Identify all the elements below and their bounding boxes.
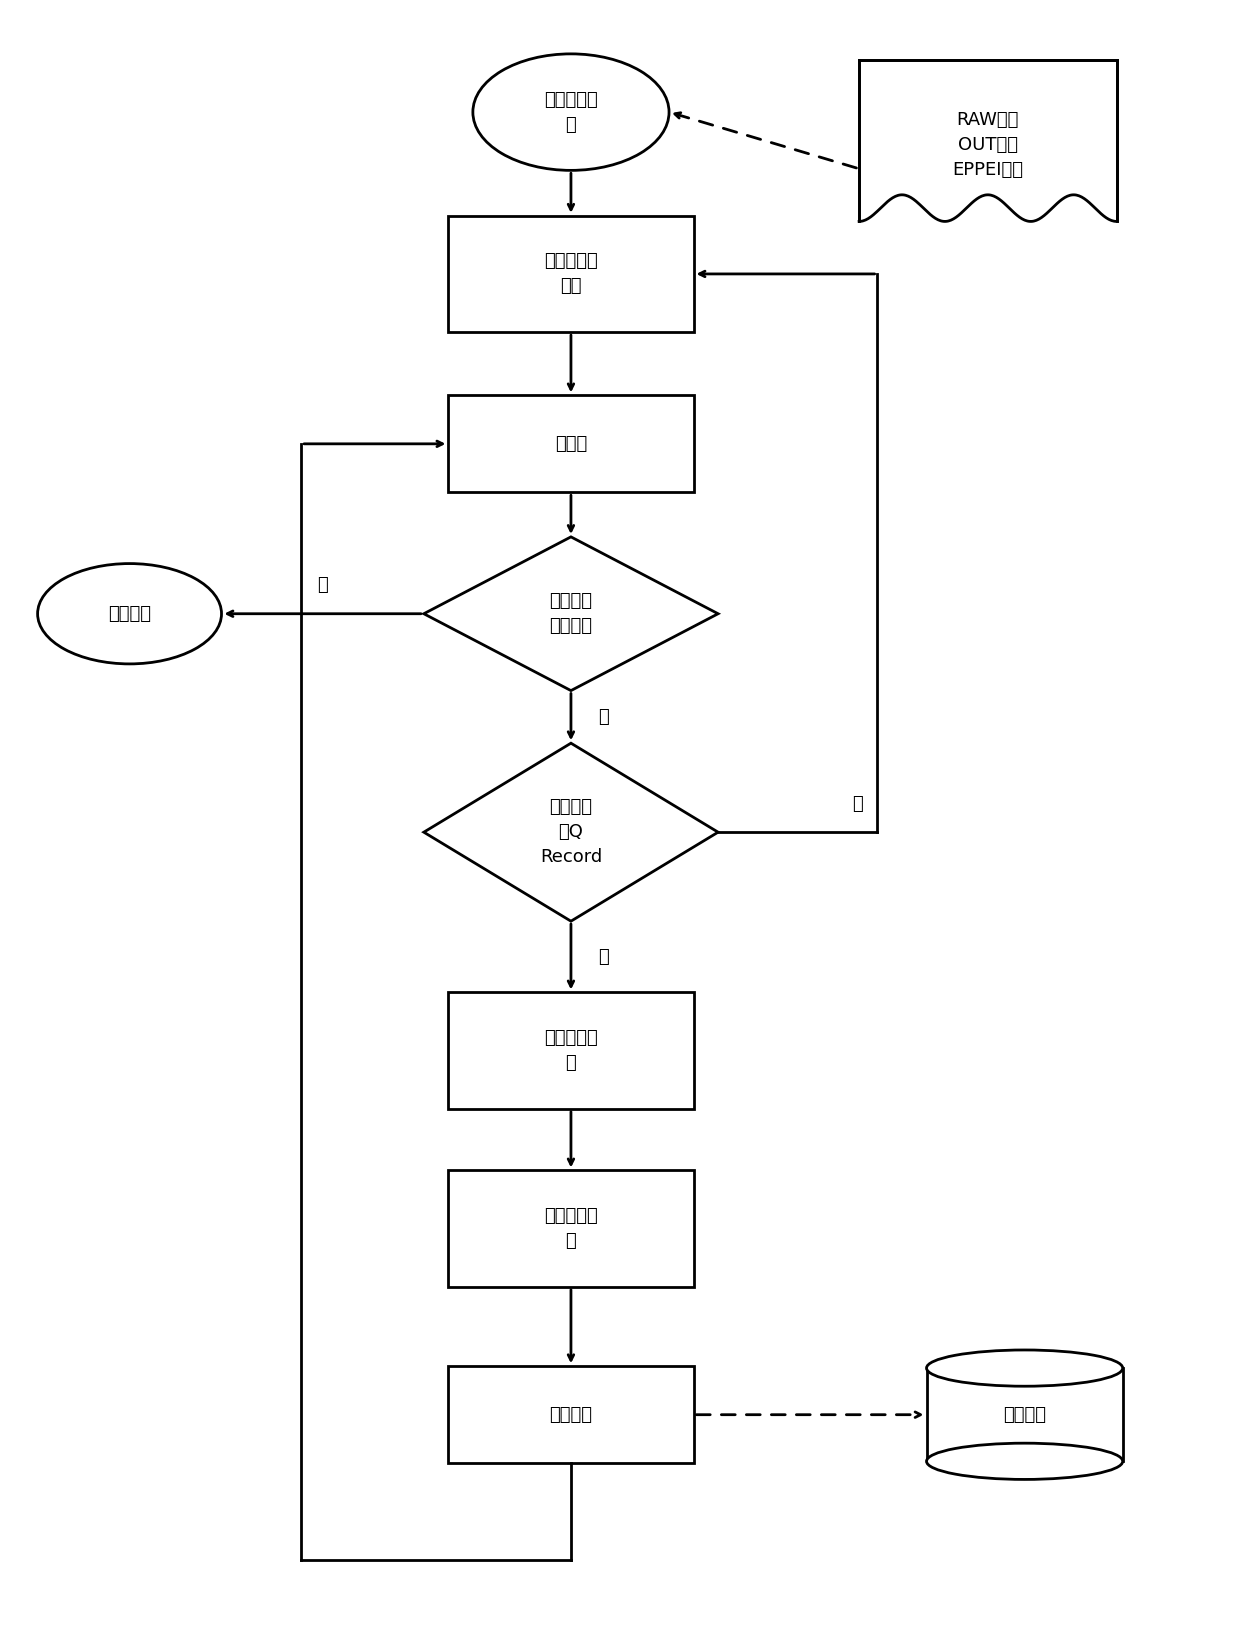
- Text: 是: 是: [317, 576, 329, 594]
- Text: 否: 否: [598, 948, 609, 966]
- Text: 开始读取文
件: 开始读取文 件: [544, 91, 598, 134]
- Polygon shape: [424, 743, 718, 920]
- Text: 读取标识部
分: 读取标识部 分: [544, 1030, 598, 1072]
- Text: RAW文件
OUT文件
EPPEI文件: RAW文件 OUT文件 EPPEI文件: [952, 111, 1023, 180]
- Text: 否: 否: [598, 708, 609, 726]
- FancyBboxPatch shape: [449, 1170, 693, 1288]
- Text: 分割数据: 分割数据: [549, 1405, 593, 1423]
- FancyBboxPatch shape: [926, 1368, 1122, 1461]
- Text: 内存数据: 内存数据: [1003, 1405, 1047, 1423]
- Ellipse shape: [926, 1350, 1122, 1386]
- Text: 判断是否
文件结尾: 判断是否 文件结尾: [549, 592, 593, 635]
- Text: 读取行: 读取行: [554, 434, 587, 452]
- FancyBboxPatch shape: [449, 215, 693, 333]
- FancyBboxPatch shape: [449, 992, 693, 1108]
- FancyBboxPatch shape: [449, 395, 693, 493]
- Text: 建立数据块
对象: 建立数据块 对象: [544, 253, 598, 295]
- Ellipse shape: [472, 54, 670, 170]
- Text: 读取数据部
分: 读取数据部 分: [544, 1208, 598, 1250]
- Text: 是: 是: [852, 795, 863, 813]
- Text: 判断是否
是Q
Record: 判断是否 是Q Record: [539, 798, 603, 867]
- FancyBboxPatch shape: [859, 59, 1116, 222]
- Ellipse shape: [37, 563, 222, 664]
- Polygon shape: [424, 537, 718, 690]
- FancyBboxPatch shape: [449, 1366, 693, 1464]
- Ellipse shape: [926, 1443, 1122, 1480]
- Text: 解析完毕: 解析完毕: [108, 605, 151, 623]
